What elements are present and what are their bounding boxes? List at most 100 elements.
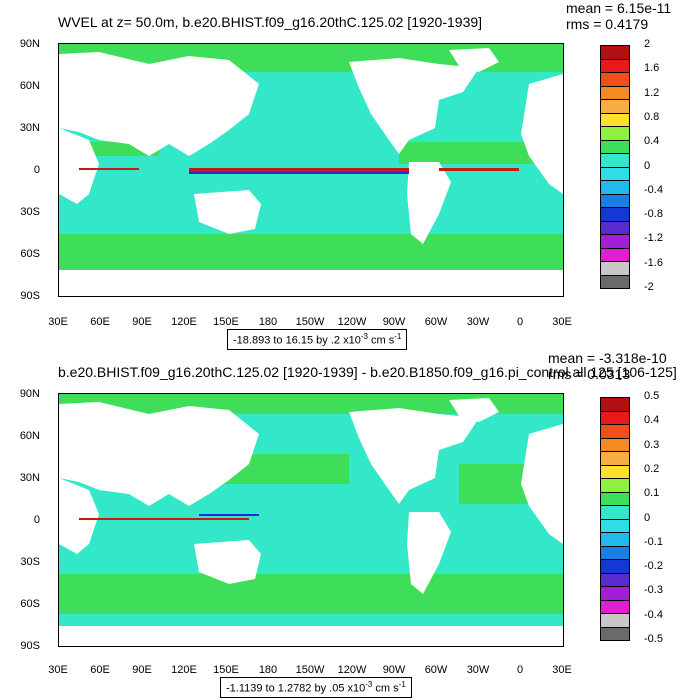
africa-europe-east-land — [521, 424, 563, 544]
lon-tick-label: 120E — [171, 316, 197, 328]
south-america-land — [407, 512, 451, 594]
legend-swatch — [600, 220, 630, 235]
legend-swatch — [600, 491, 630, 506]
lon-tick-label: 60W — [424, 316, 448, 328]
antarctic-coast — [59, 270, 563, 296]
legend-swatch — [600, 599, 630, 614]
legend-swatch — [600, 505, 630, 520]
range-unit: cm s — [372, 682, 399, 695]
indian-upwelling — [79, 168, 139, 170]
lon-tick-label: 150W — [295, 664, 325, 676]
lon-tick-label: 150W — [295, 316, 325, 328]
legend-swatch — [600, 532, 630, 547]
legend-swatch — [600, 518, 630, 533]
africa-europe-east-land — [521, 74, 563, 194]
australia-land — [194, 190, 261, 234]
equatorial-upwelling — [189, 168, 409, 172]
legend-swatch — [600, 247, 630, 262]
ocean-map — [58, 43, 564, 297]
greenland-land — [449, 398, 499, 422]
australia-land — [194, 540, 261, 584]
north-america-land — [349, 408, 479, 504]
legend-swatch — [600, 85, 630, 100]
plot-title: b.e20.BHIST.f09_g16.20thC.125.02 [1920-1… — [58, 364, 677, 380]
legend-swatch — [600, 451, 630, 466]
south-america-land — [407, 162, 451, 244]
legend-swatch — [600, 626, 630, 641]
lon-tick-label: 30E — [552, 316, 572, 328]
legend-label: -0.4 — [644, 608, 663, 621]
legend-label: -0.3 — [644, 584, 663, 597]
southern-ocean-band — [59, 574, 563, 614]
lat-tick-label: 0 — [33, 514, 40, 526]
legend-swatch — [600, 261, 630, 276]
lon-tick-label: 60E — [90, 664, 110, 676]
range-unit-exponent: -1 — [398, 680, 406, 689]
legend-label: 1.2 — [644, 86, 660, 99]
range-unit-exponent: -1 — [394, 332, 402, 341]
legend-swatch — [600, 397, 630, 412]
lat-tick-label: 0 — [33, 164, 40, 176]
greenland-land — [449, 48, 499, 72]
north-america-land — [349, 58, 479, 154]
legend-swatch — [600, 139, 630, 154]
legend-label: -0.8 — [644, 208, 663, 221]
legend-label: 0.2 — [644, 462, 660, 475]
legend-label: 0 — [644, 159, 651, 172]
legend-swatch — [600, 437, 630, 452]
legend-swatch — [600, 572, 630, 587]
legend-swatch — [600, 410, 630, 425]
legend-swatch — [600, 58, 630, 73]
legend-swatch — [600, 126, 630, 141]
contour-range-info: -18.893 to 16.15 by .2 x10-3 cm s-1 — [227, 329, 408, 350]
legend-swatch — [600, 274, 630, 289]
lon-tick-label: 30W — [466, 316, 490, 328]
lat-tick-label: 90N — [19, 388, 40, 400]
southern-ocean-band — [59, 234, 563, 270]
legend-swatch — [600, 72, 630, 87]
range-value: -1.1139 to 1.2782 by .05 x10 — [226, 682, 366, 695]
legend-label: 0.1 — [644, 487, 660, 500]
lon-tick-label: 30E — [48, 664, 68, 676]
lon-tick-label: 60E — [90, 316, 110, 328]
legend-swatch — [600, 99, 630, 114]
lat-tick-label: 30N — [19, 472, 40, 484]
legend-swatch — [600, 45, 630, 60]
lon-tick-label: 180 — [258, 316, 278, 328]
equatorial-anomaly — [79, 518, 249, 520]
ocean-map — [58, 393, 564, 647]
lon-tick-label: 30E — [552, 664, 572, 676]
map-panel-bottom: b.e20.BHIST.f09_g16.20thC.125.02 [1920-1… — [0, 350, 700, 700]
legend-label: 0.4 — [644, 414, 660, 427]
mean-label: mean = 6.15e-11 — [566, 0, 672, 16]
legend-label: 0 — [644, 511, 651, 524]
lon-tick-label: 30W — [466, 664, 490, 676]
eurasia-land — [59, 402, 259, 506]
maritime-anomaly — [199, 514, 259, 516]
legend-swatch — [600, 112, 630, 127]
lon-tick-label: 0 — [516, 664, 524, 676]
lon-tick-label: 90W — [382, 664, 406, 676]
lon-tick-label: 90E — [132, 664, 152, 676]
eurasia-land — [59, 52, 259, 156]
lat-tick-label: 90S — [20, 640, 40, 652]
legend-label: 0.4 — [644, 135, 660, 148]
lat-tick-label: 30S — [20, 206, 40, 218]
legend-swatch — [600, 559, 630, 574]
legend-swatch — [600, 586, 630, 601]
legend-swatch — [600, 153, 630, 168]
legend-swatch — [600, 464, 630, 479]
range-value: -18.893 to 16.15 by .2 x10 — [233, 334, 361, 347]
legend-swatch — [600, 613, 630, 628]
map-panel-top: WVEL at z= 50.0m, b.e20.BHIST.f09_g16.20… — [20, 0, 672, 350]
lon-tick-label: 30E — [48, 316, 68, 328]
legend-swatch — [600, 545, 630, 560]
lon-tick-label: 0 — [516, 316, 524, 328]
antarctic-coast — [59, 626, 563, 646]
legend-swatch — [600, 166, 630, 181]
range-exponent: -3 — [360, 332, 368, 341]
legend-swatch — [600, 207, 630, 222]
legend-swatch — [600, 180, 630, 195]
legend-swatch — [600, 478, 630, 493]
lat-tick-label: 60S — [20, 598, 40, 610]
